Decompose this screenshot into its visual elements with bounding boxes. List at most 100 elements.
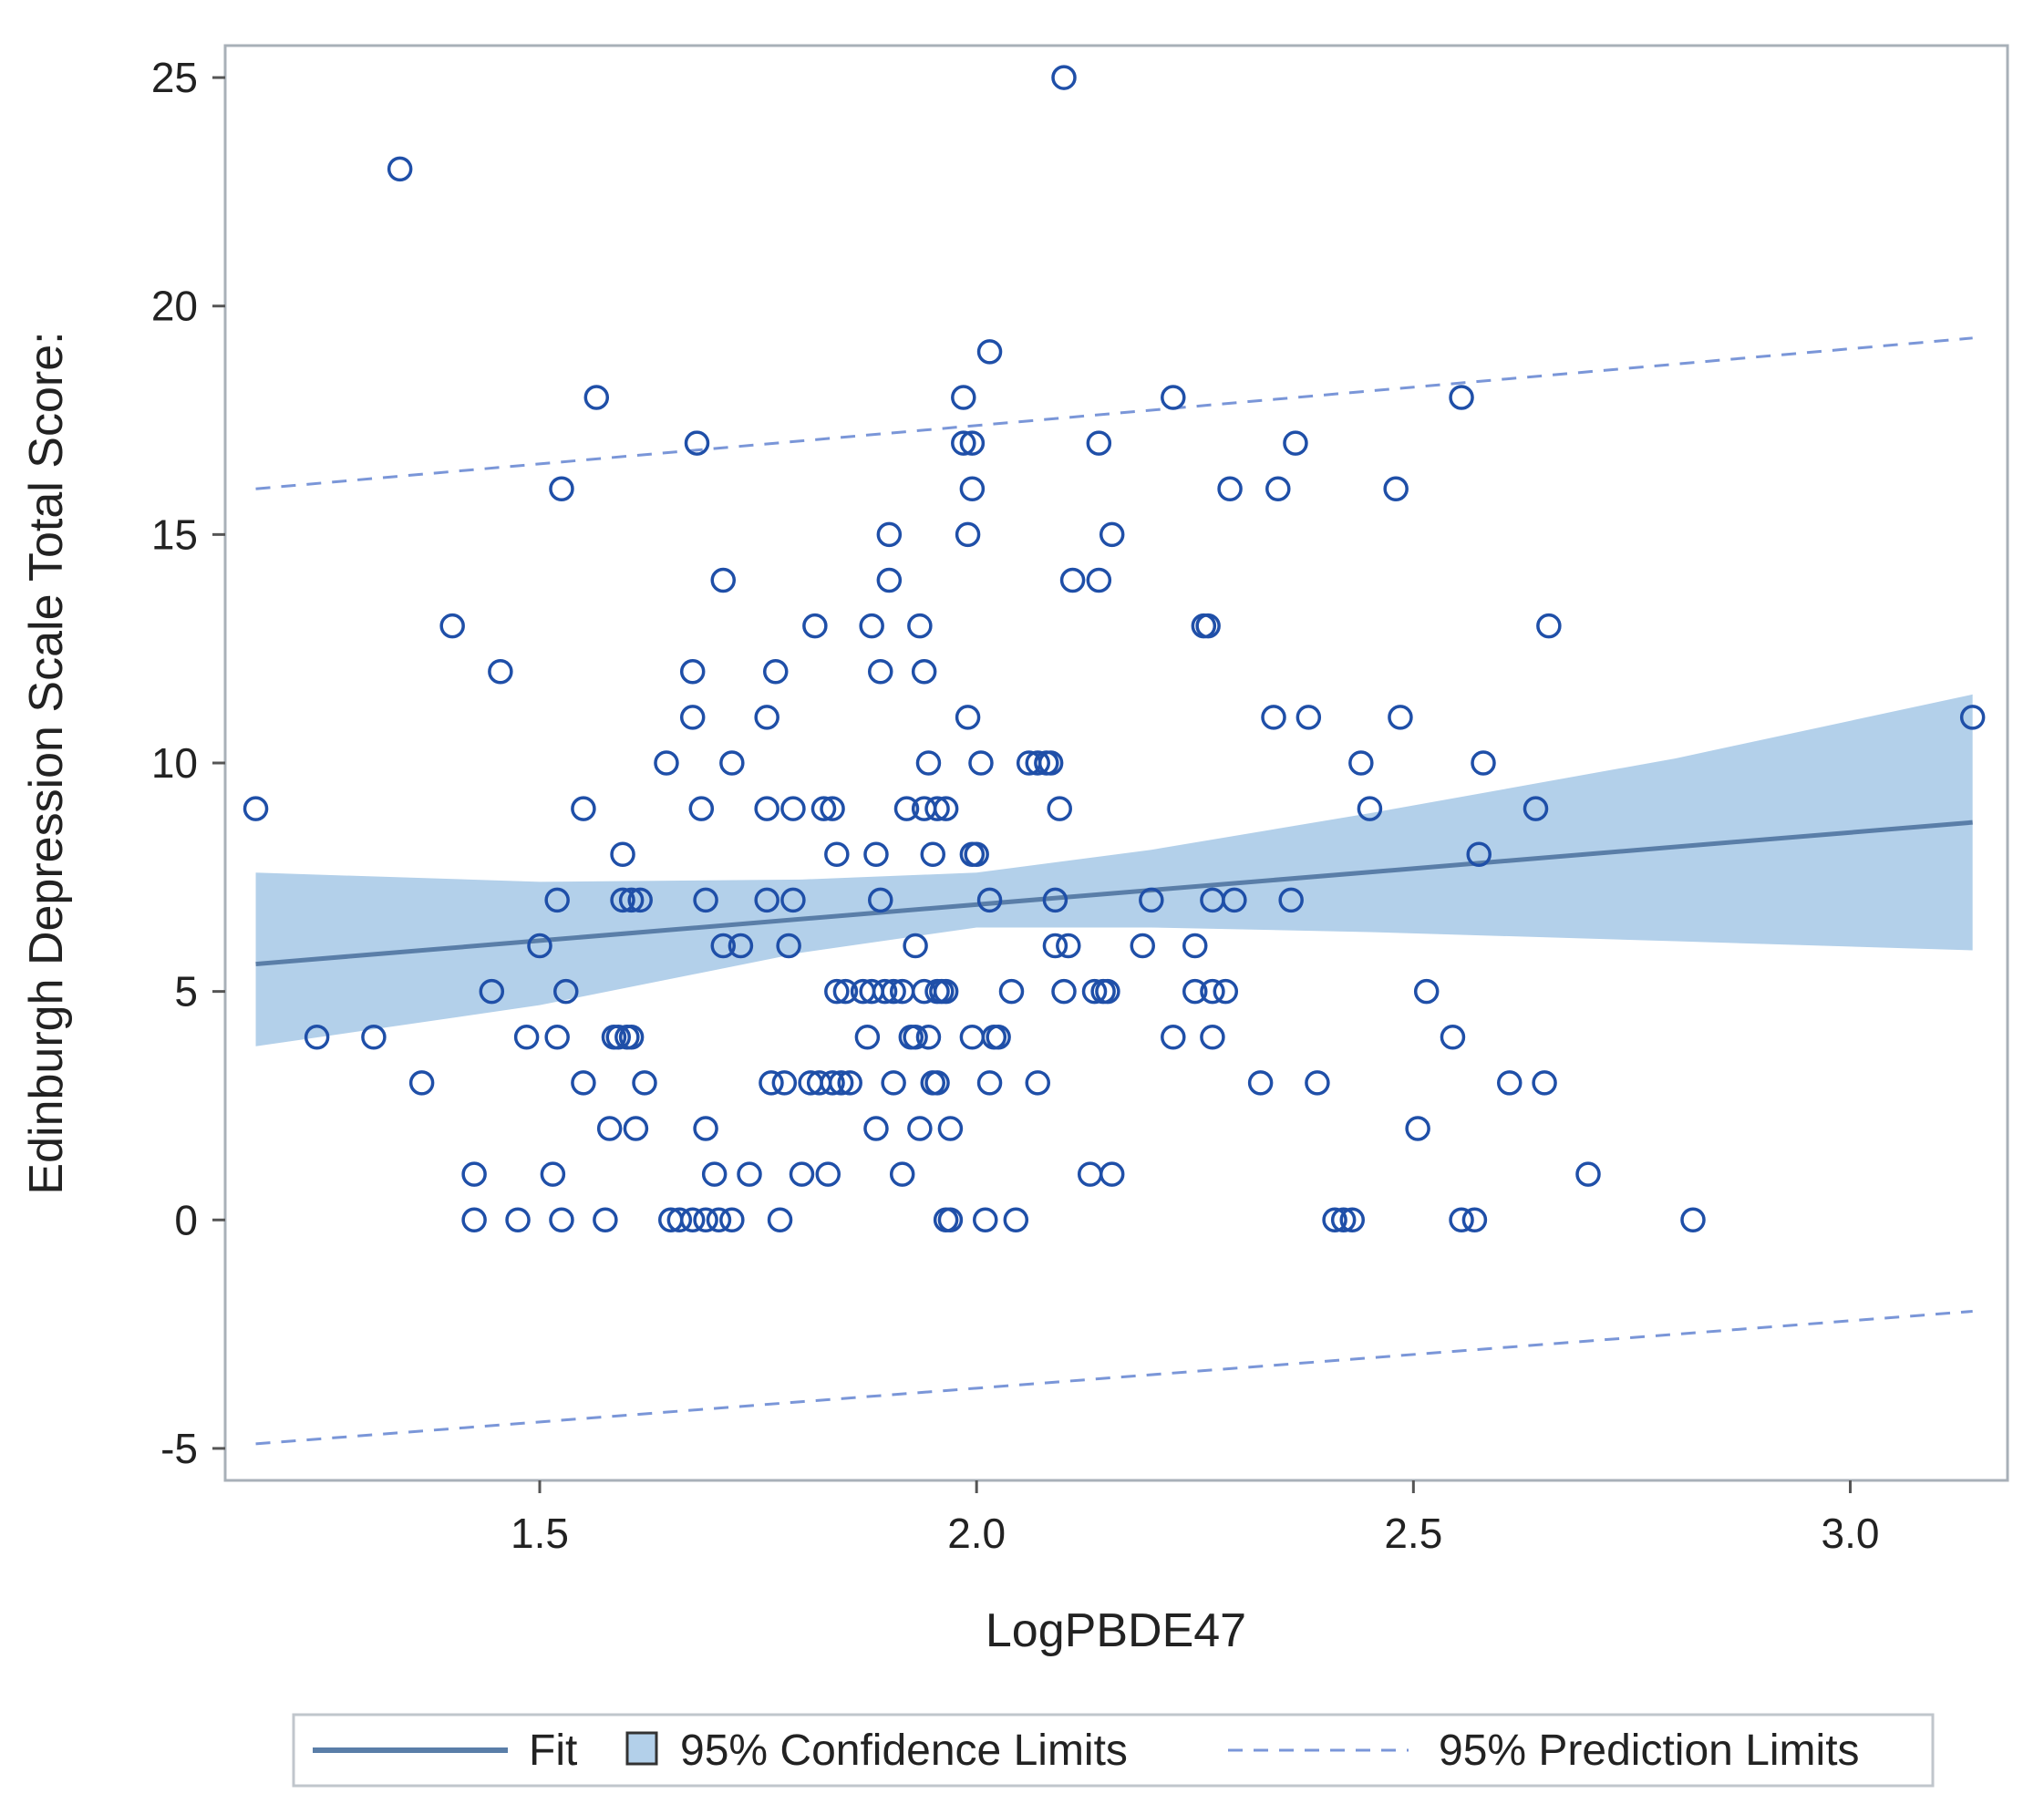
data-point — [1099, 1161, 1125, 1187]
data-point — [1959, 705, 1986, 730]
data-point — [719, 750, 745, 776]
data-point — [361, 1025, 387, 1050]
data-point — [1161, 385, 1186, 410]
data-point — [618, 887, 645, 913]
data-point — [951, 430, 976, 456]
legend: Fit 95% Confidence Limits 95% Prediction… — [292, 1713, 1935, 1788]
data-point — [1461, 1207, 1488, 1233]
data-point — [868, 887, 893, 913]
data-point — [679, 705, 706, 730]
data-point — [527, 933, 552, 959]
data-point — [824, 841, 850, 868]
x-tick-label: 2.5 — [1384, 1510, 1442, 1557]
y-tick-label: 15 — [151, 510, 198, 558]
data-point — [998, 978, 1025, 1005]
data-point — [1217, 476, 1243, 501]
data-point — [1283, 430, 1308, 456]
data-point — [881, 978, 906, 1005]
data-point — [1078, 1161, 1103, 1187]
data-point — [771, 1070, 798, 1096]
data-point — [571, 796, 596, 821]
data-point — [688, 796, 715, 821]
data-point — [1532, 1070, 1557, 1096]
data-point — [976, 1070, 1003, 1096]
data-point — [439, 613, 465, 639]
data-point — [911, 658, 937, 685]
data-point — [820, 796, 845, 821]
data-point — [1296, 705, 1322, 730]
data-point — [1025, 750, 1050, 776]
data-point — [863, 841, 889, 868]
data-point — [1200, 1025, 1225, 1050]
data-point — [488, 658, 513, 685]
data-point — [893, 796, 920, 821]
data-point — [937, 1116, 964, 1141]
data-point — [1536, 613, 1562, 639]
fit-layer — [255, 336, 1973, 1446]
confidence-band — [255, 694, 1973, 1046]
data-point — [1440, 1025, 1466, 1050]
data-point — [1182, 933, 1208, 959]
data-point — [1059, 567, 1086, 593]
data-point — [1095, 978, 1120, 1005]
y-axis: -5 0 5 10 15 20 25 — [151, 54, 225, 1472]
data-point — [955, 705, 981, 730]
data-point — [710, 933, 736, 959]
data-point — [903, 933, 928, 959]
data-point — [1042, 933, 1068, 959]
data-point — [933, 978, 959, 1005]
data-point — [1047, 796, 1072, 821]
data-point — [1265, 476, 1291, 501]
data-point — [1130, 933, 1155, 959]
data-point — [610, 887, 635, 913]
data-point — [832, 978, 859, 1005]
data-point — [408, 1070, 435, 1096]
data-point — [605, 1025, 631, 1050]
data-point — [820, 1070, 845, 1096]
data-point — [1003, 1207, 1029, 1233]
data-point — [1261, 705, 1286, 730]
data-point — [1471, 750, 1496, 776]
data-point — [924, 796, 950, 821]
data-point — [876, 521, 903, 548]
data-point — [828, 1070, 854, 1096]
data-point — [810, 796, 837, 821]
data-point — [1195, 613, 1221, 639]
data-point — [461, 1207, 487, 1233]
data-point — [924, 1070, 950, 1096]
data-point — [1388, 705, 1413, 730]
data-point — [986, 1025, 1011, 1050]
fit-line — [255, 820, 1973, 967]
data-point — [728, 933, 754, 959]
data-points — [243, 65, 1986, 1233]
data-point — [1099, 521, 1125, 548]
data-point — [964, 841, 989, 868]
y-tick-label: 20 — [151, 283, 198, 330]
data-point — [618, 1025, 645, 1050]
data-point — [1139, 887, 1164, 913]
data-point — [815, 1161, 841, 1187]
data-point — [1330, 1207, 1357, 1233]
data-point — [959, 476, 986, 501]
data-point — [824, 978, 850, 1005]
data-point — [596, 1116, 623, 1141]
data-point — [973, 1207, 998, 1233]
data-point — [1680, 1207, 1706, 1233]
data-point — [802, 613, 828, 639]
data-point — [1247, 1070, 1274, 1096]
data-point — [915, 1025, 942, 1050]
data-point — [553, 978, 579, 1005]
y-tick-label: -5 — [160, 1425, 198, 1472]
legend-confidence-swatch — [625, 1731, 658, 1766]
data-point — [593, 1207, 618, 1233]
data-point — [1051, 65, 1077, 90]
data-point — [706, 1207, 732, 1233]
data-point — [854, 1025, 881, 1050]
data-point — [776, 933, 801, 959]
data-point — [1081, 978, 1108, 1005]
data-point — [684, 430, 710, 456]
data-point — [789, 1161, 815, 1187]
data-point — [1339, 1207, 1365, 1233]
data-point — [959, 430, 986, 456]
